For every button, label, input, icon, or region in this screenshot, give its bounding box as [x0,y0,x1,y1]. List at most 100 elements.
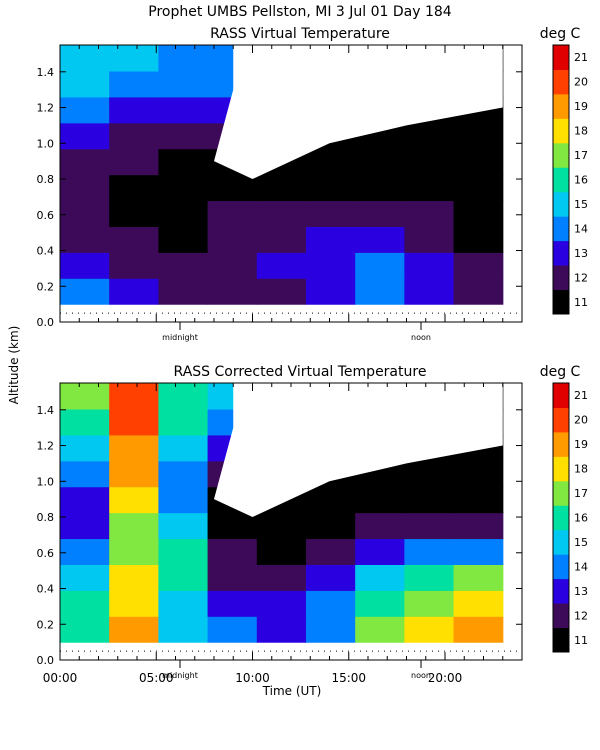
heatmap-cell [158,96,209,124]
heatmap-cell [60,538,110,565]
y-tick-label: 0.0 [37,654,55,667]
colorbar-swatch [553,93,569,119]
heatmap-cell [404,122,455,150]
colorbar-swatch [553,167,569,193]
y-tick-label: 0.4 [37,583,55,596]
heatmap-cell [207,564,258,591]
x-tick-label: 10:00 [235,671,270,685]
no-data-region [214,383,503,518]
colorbar-swatch [553,240,569,266]
heatmap-cell [158,148,209,176]
heatmap-cell [207,590,258,617]
colorbar-swatch [553,480,569,506]
heatmap-cell [404,564,455,591]
heatmap-cell [158,538,209,565]
heatmap-cell [453,148,504,176]
x-tick-label: 20:00 [428,671,463,685]
heatmap-cell [355,590,405,617]
heatmap-cell [256,278,307,305]
heatmap-cell [355,252,405,279]
no-data-region [214,45,503,180]
heatmap-cell [109,200,159,227]
heatmap-cell [305,148,356,176]
colorbar-tick-label: 20 [574,414,588,427]
colorbar2-unit: deg C [540,364,581,380]
colorbar-swatch [553,142,569,168]
y-tick-label: 0.6 [37,547,55,560]
colorbar-tick-label: 12 [574,271,588,284]
heatmap-cell [355,564,405,591]
heatmap-cell [158,590,209,617]
colorbar-tick-label: 17 [574,487,588,500]
y-tick-label: 1.2 [37,440,55,453]
colorbar-tick-label: 19 [574,100,588,113]
y-tick-label: 0.2 [37,618,55,631]
heatmap-cell [453,486,504,514]
heatmap-cell [453,460,504,488]
heatmap-cell [305,226,356,253]
x-tick-label: 15:00 [331,671,366,685]
colorbar-swatch [553,456,569,482]
heatmap-cell [453,252,504,279]
heatmap-cell [109,70,159,98]
colorbar-tick-label: 14 [574,560,588,573]
heatmap-cell [60,564,110,591]
y-tick-label: 0.0 [37,316,55,329]
heatmap-cell [404,252,455,279]
heatmap-cell [355,486,405,514]
heatmap-cell [453,226,504,253]
colorbar-frame [552,44,570,315]
heatmap-cell [60,616,110,643]
x-tick-label: 00:00 [43,671,78,685]
heatmap-cell [60,200,110,227]
heatmap-cell [109,278,159,305]
colorbar-swatch [553,45,569,70]
heatmap-cell [256,200,307,227]
heatmap-cell [158,486,209,514]
heatmap-cell [158,122,209,150]
heatmap-cell [109,148,159,176]
heatmap-cell [60,486,110,514]
heatmap-cell [109,45,159,72]
heatmap-cell [207,278,258,305]
heatmap-cell [453,278,504,305]
heatmap-cell [109,538,159,565]
heatmap-cell [158,226,209,253]
heatmap-cell [256,252,307,279]
heatmap-cell [109,96,159,124]
heatmap-cell [256,616,307,643]
heatmap-cell [404,148,455,176]
heatmap-cell [256,590,307,617]
heatmap-cell [453,538,504,565]
colorbar-tick-label: 11 [574,296,588,309]
heatmap-cell [109,564,159,591]
panel1-noon-label: noon [411,333,431,342]
heatmap-cell [60,96,110,124]
heatmap-cell [60,252,110,279]
heatmap-cell [256,174,307,202]
colorbar-swatch [553,505,569,531]
heatmap-cell [305,200,356,227]
heatmap-cell [158,383,209,410]
heatmap-cell [109,226,159,253]
colorbar-tick-label: 11 [574,634,588,647]
heatmap-cell [60,122,110,150]
colorbar-tick-label: 21 [574,389,588,402]
colorbar-tick-label: 14 [574,222,588,235]
colorbar-tick-label: 15 [574,198,588,211]
panel2-noon-label: noon [411,671,431,680]
colorbar-swatch [553,407,569,433]
y-tick-label: 0.8 [37,173,55,186]
heatmap-cell [60,278,110,305]
heatmap-cell [453,200,504,227]
heatmap-cell [109,486,159,514]
panel2-plot: 0.0 0.2 0.4 0.6 0.8 1.0 1.2 1.4 00:00 05:00 10:00 1… [37,382,523,685]
heatmap-cell [158,174,209,202]
heatmap-cell [109,252,159,279]
heatmap-cell [60,148,110,176]
heatmap-cell [207,174,258,202]
heatmap-cell [305,590,356,617]
heatmap-cell [207,252,258,279]
heatmap-cell [355,226,405,253]
heatmap-cell [60,70,110,98]
